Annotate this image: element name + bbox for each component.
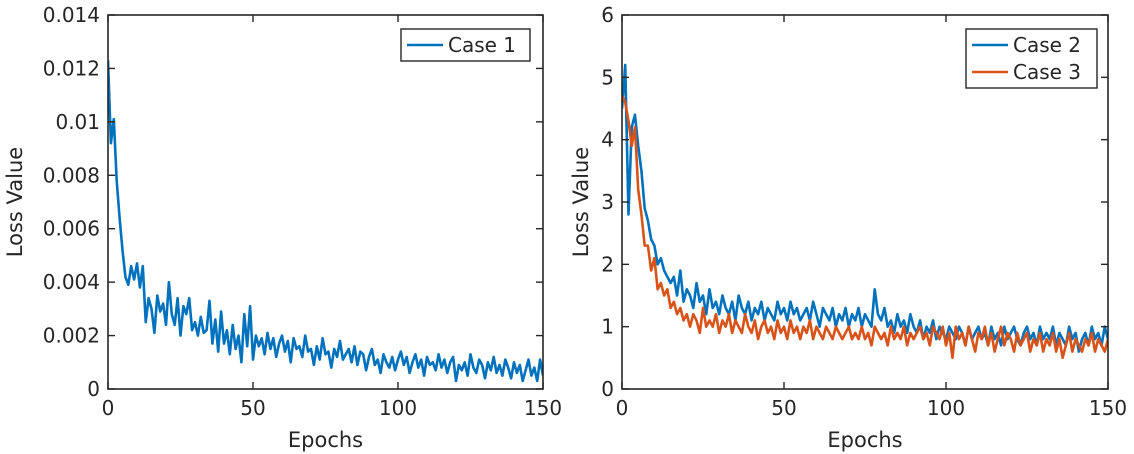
y-tick-label: 0.008 (43, 163, 100, 187)
x-tick-label: 150 (524, 396, 562, 420)
x-tick-label: 0 (616, 396, 629, 420)
legend-label: Case 3 (1013, 60, 1081, 84)
chart-case-1: 0 50 100 150 0 0.002 0.004 0.006 0.008 0.01 0.012 0… (3, 3, 562, 452)
y-tick-label: 0.012 (43, 56, 100, 80)
x-tick-label: 100 (379, 396, 417, 420)
legend-label: Case 1 (448, 33, 516, 57)
y-tick-label: 0.014 (43, 3, 100, 27)
series-line-case-3 (622, 95, 1108, 360)
y-tick-label: 0 (87, 377, 100, 401)
y-tick-label: 5 (601, 65, 614, 89)
y-tick-label: 0.004 (43, 270, 100, 294)
legend-box (965, 28, 1098, 89)
y-tick-label: 0.01 (55, 110, 100, 134)
y-tick-label: 0.002 (43, 324, 100, 348)
y-axis-label: Loss Value (569, 147, 593, 257)
legend-label: Case 2 (1013, 33, 1081, 57)
x-tick-label: 50 (240, 396, 265, 420)
series-line-case-2 (622, 63, 1108, 353)
y-tick-label: 0.006 (43, 217, 100, 241)
y-tick-label: 1 (601, 315, 614, 339)
y-tick-label: 0 (601, 377, 614, 401)
series-line-case-1 (108, 60, 543, 383)
axes-box (107, 14, 544, 390)
x-axis-label: Epochs (827, 428, 902, 452)
x-tick-label: 150 (1089, 396, 1127, 420)
x-tick-label: 0 (102, 396, 115, 420)
y-tick-label: 3 (601, 190, 614, 214)
y-tick-label: 2 (601, 252, 614, 276)
y-tick-label: 6 (601, 3, 614, 27)
y-tick-label: 4 (601, 128, 614, 152)
x-tick-label: 50 (771, 396, 796, 420)
x-axis-label: Epochs (288, 428, 363, 452)
y-axis-label: Loss Value (3, 147, 27, 257)
legend: Case 2 Case 3 (965, 28, 1098, 89)
legend: Case 1 (400, 28, 531, 62)
x-tick-label: 100 (927, 396, 965, 420)
